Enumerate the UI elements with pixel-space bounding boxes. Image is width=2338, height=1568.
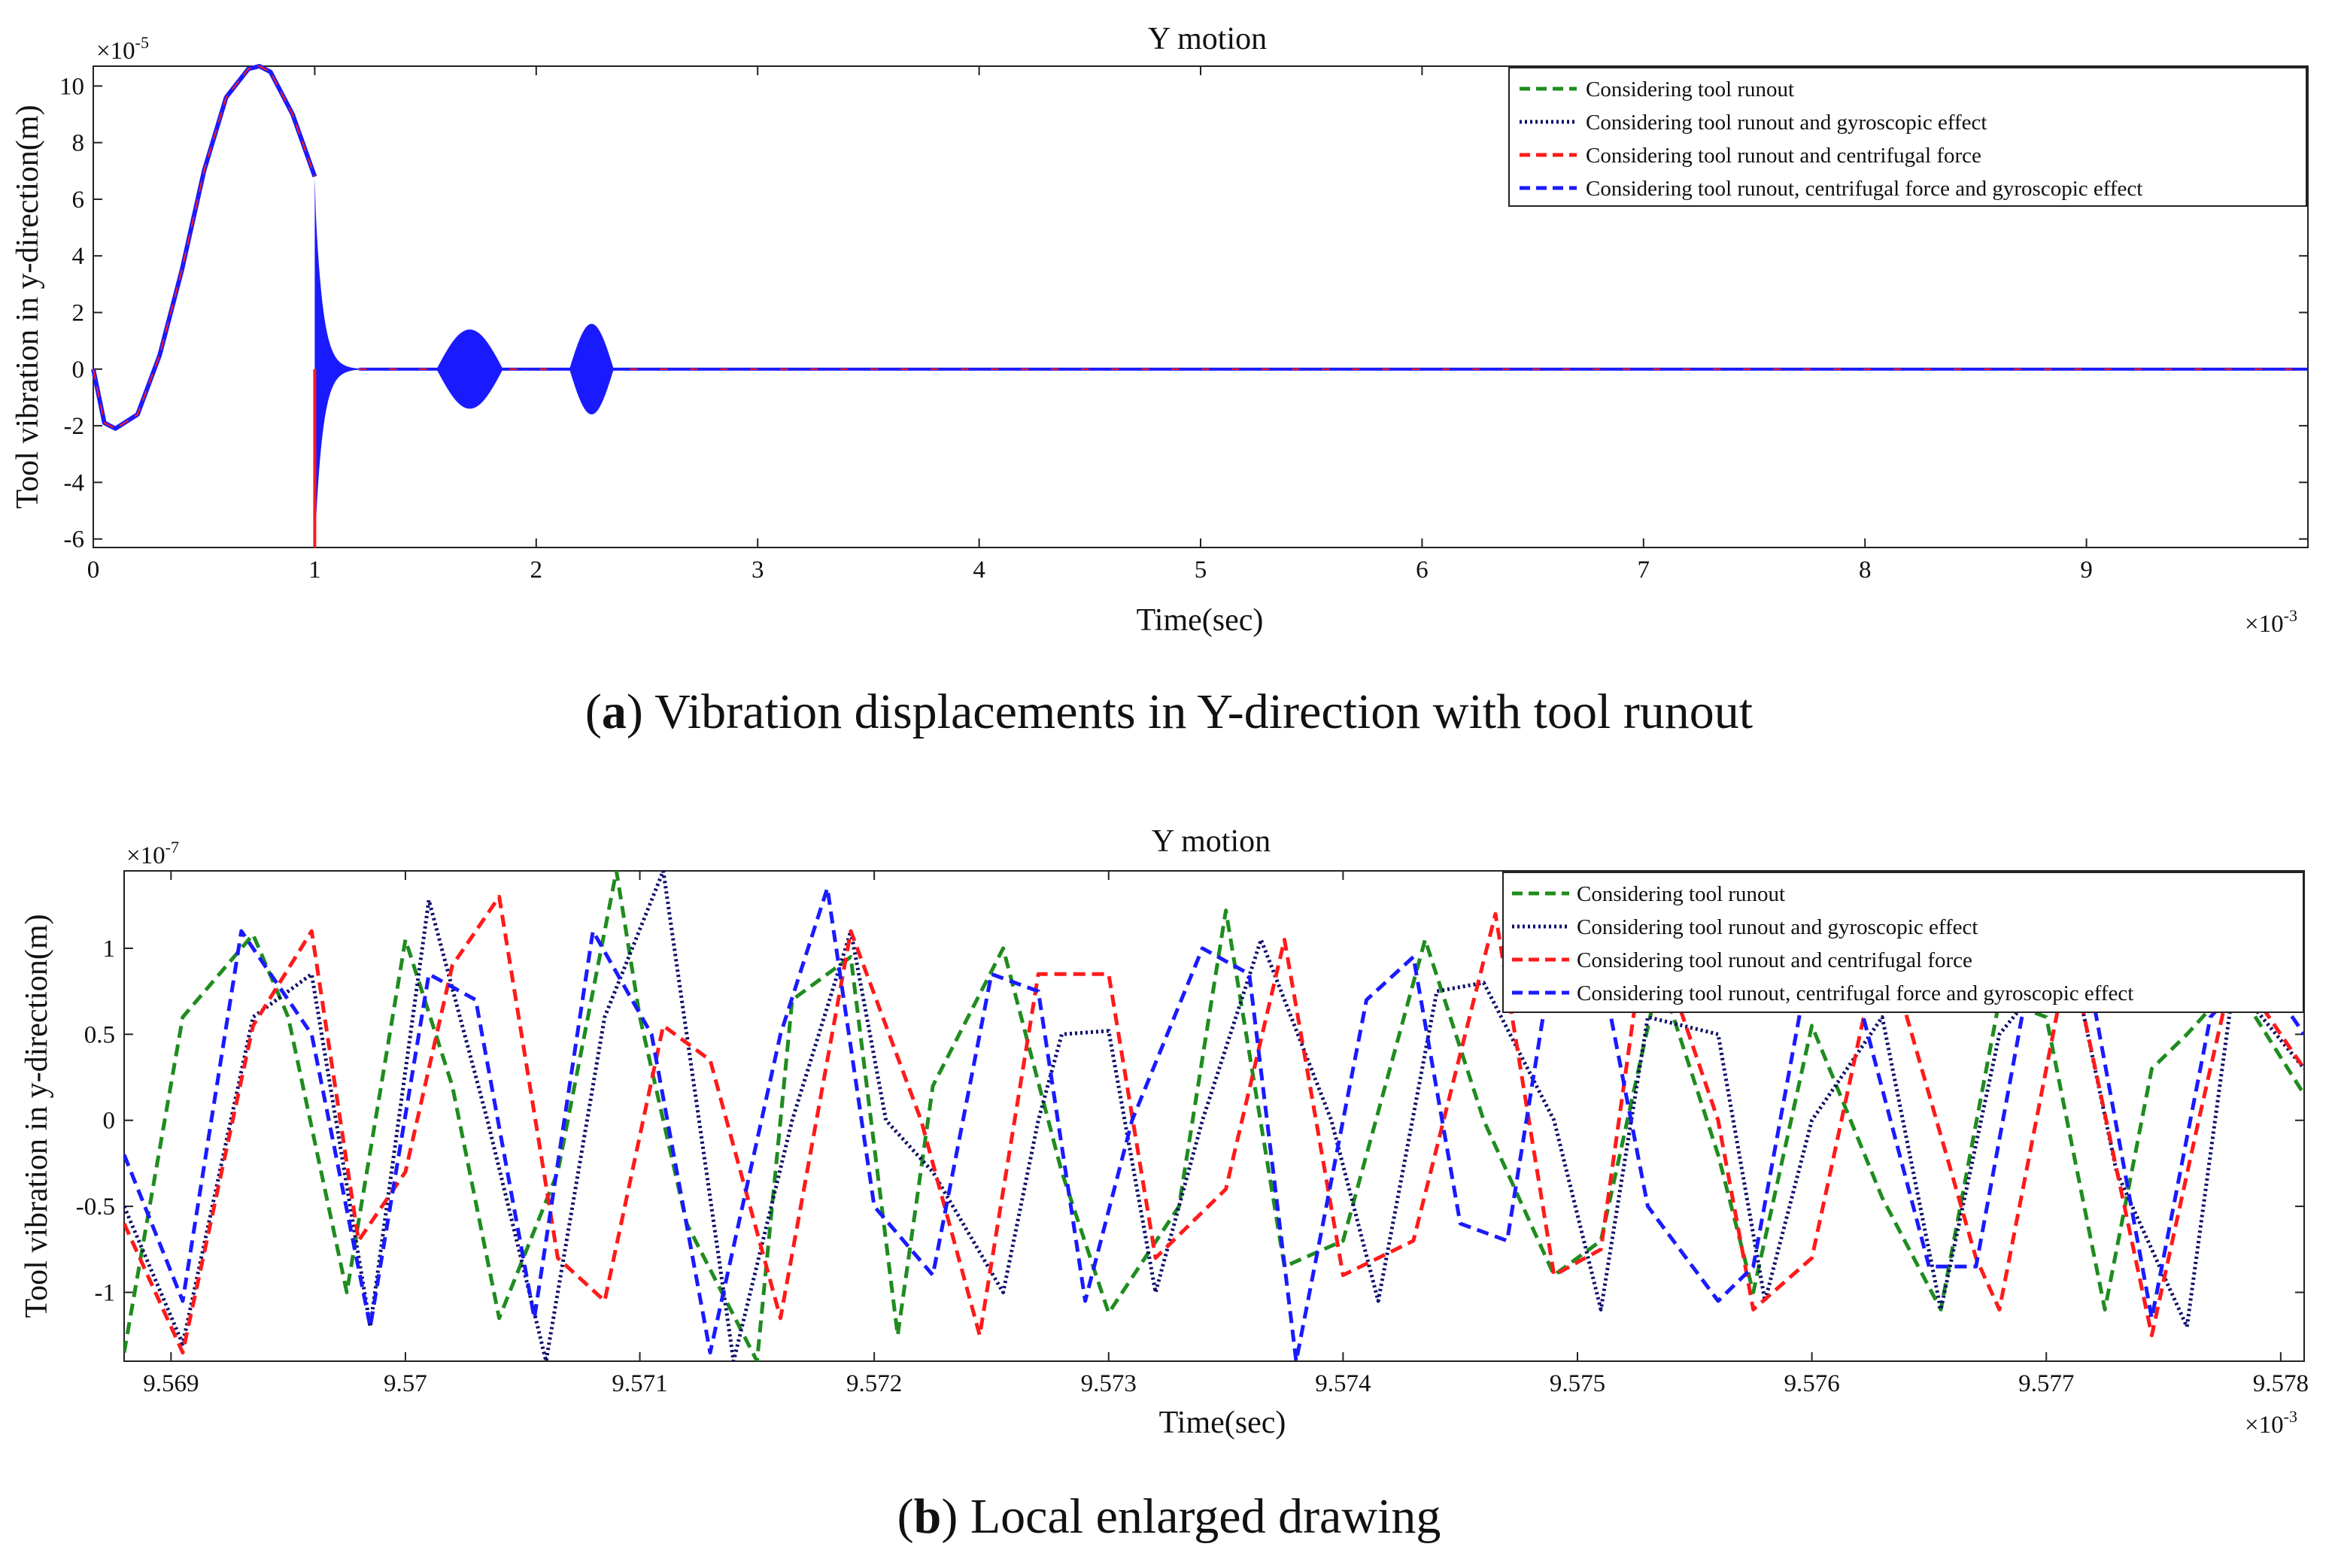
y-tick-label: 10 xyxy=(59,73,84,100)
x-tick-label: 9.572 xyxy=(846,1370,902,1397)
x-ticks: 9.569 9.57 9.571 9.572 9.573 9.574 9.575 9.576 9… xyxy=(143,871,2309,1397)
series-line-3 xyxy=(124,894,2304,1355)
series-line-2 xyxy=(124,871,2304,1361)
x-exponent: ×10-3 xyxy=(2245,606,2297,638)
y-ticks: 10 8 6 4 2 0 -2 -4 -6 xyxy=(59,73,2308,554)
y-tick-label: -4 xyxy=(64,469,85,496)
panel-b: Y motion ×10-7 ×10-3 9.569 9.57 9.571 9.572… xyxy=(20,824,2309,1544)
y-tick-label: -0.5 xyxy=(76,1193,115,1221)
vibration-burst-2 xyxy=(436,329,503,409)
chart-title: Y motion xyxy=(1152,824,1271,859)
x-tick-label: 9.574 xyxy=(1315,1370,1371,1397)
y-exponent: ×10-7 xyxy=(126,838,179,869)
x-tick-label: 0 xyxy=(87,557,100,584)
x-tick-label: 9.576 xyxy=(1784,1370,1839,1397)
legend: Considering tool runout Considering tool… xyxy=(1508,67,2307,207)
x-tick-label: 9.577 xyxy=(2018,1370,2074,1397)
transient-curve-red xyxy=(93,65,316,430)
x-exponent: ×10-3 xyxy=(2245,1407,2297,1439)
y-tick-label: -6 xyxy=(64,526,85,554)
x-tick-label: 9.578 xyxy=(2253,1370,2309,1397)
y-tick-label: 0 xyxy=(72,356,85,384)
series-area xyxy=(124,871,2304,1361)
y-tick-label: -2 xyxy=(64,413,85,440)
legend-label-runout: Considering tool runout xyxy=(1577,882,1785,906)
series-line-4 xyxy=(124,886,2304,1361)
y-tick-label: 2 xyxy=(72,300,85,327)
legend-box xyxy=(1502,872,2304,1013)
x-tick-label: 1 xyxy=(308,557,321,584)
y-tick-label: 4 xyxy=(72,243,85,270)
legend: Considering tool runout Considering tool… xyxy=(1502,872,2304,1013)
plot-frame xyxy=(123,870,2305,1362)
legend-label-centrifugal: Considering tool runout and centrifugal … xyxy=(1577,948,1972,972)
y-tick-label: 8 xyxy=(72,130,85,157)
x-axis-label: Time(sec) xyxy=(1159,1406,1286,1440)
y-axis-label: Tool vibration in y-direction(m) xyxy=(11,105,45,508)
y-axis-label: Tool vibration in y-direction(m) xyxy=(20,914,54,1318)
x-tick-label: 8 xyxy=(1859,557,1872,584)
y-tick-label: 0.5 xyxy=(84,1021,115,1048)
x-tick-label: 9.573 xyxy=(1081,1370,1137,1397)
x-tick-label: 2 xyxy=(530,557,543,584)
x-tick-label: 9.57 xyxy=(384,1370,427,1397)
legend-label-gyro: Considering tool runout and gyroscopic e… xyxy=(1586,111,1987,135)
caption-b: (b) Local enlarged drawing xyxy=(897,1489,1441,1544)
y-tick-label: 1 xyxy=(103,936,116,963)
vibration-burst-3 xyxy=(569,323,614,415)
x-tick-label: 9.571 xyxy=(612,1370,667,1397)
y-tick-label: 0 xyxy=(103,1108,116,1135)
x-tick-label: 3 xyxy=(752,557,764,584)
legend-label-centrifugal: Considering tool runout and centrifugal … xyxy=(1586,144,1981,168)
y-exponent: ×10-5 xyxy=(96,33,149,65)
y-tick-label: -1 xyxy=(95,1279,116,1306)
legend-label-runout: Considering tool runout xyxy=(1586,77,1794,102)
caption-a: (a) Vibration displacements in Y-directi… xyxy=(585,684,1753,739)
legend-label-all: Considering tool runout, centrifugal for… xyxy=(1577,981,2133,1005)
x-tick-label: 9 xyxy=(2080,557,2093,584)
series-line-1 xyxy=(124,871,2304,1361)
legend-label-all: Considering tool runout, centrifugal for… xyxy=(1586,177,2142,201)
x-tick-label: 6 xyxy=(1416,557,1429,584)
legend-label-gyro: Considering tool runout and gyroscopic e… xyxy=(1577,915,1978,939)
chart-title: Y motion xyxy=(1148,22,1267,56)
x-axis-label: Time(sec) xyxy=(1137,603,1264,638)
x-tick-label: 5 xyxy=(1195,557,1207,584)
decay-burst xyxy=(314,176,360,547)
series-area xyxy=(91,64,2308,547)
clipped-series xyxy=(124,871,2304,1361)
y-ticks: 1 0.5 0 -0.5 -1 xyxy=(76,936,2304,1306)
x-ticks: 0 1 2 3 4 5 6 7 8 9 xyxy=(87,66,2093,584)
x-tick-label: 9.569 xyxy=(143,1370,199,1397)
y-tick-label: 6 xyxy=(72,187,85,214)
x-tick-label: 7 xyxy=(1638,557,1650,584)
x-tick-label: 4 xyxy=(973,557,985,584)
x-tick-label: 9.575 xyxy=(1550,1370,1605,1397)
transient-curve xyxy=(91,64,317,431)
legend-box xyxy=(1508,67,2307,207)
